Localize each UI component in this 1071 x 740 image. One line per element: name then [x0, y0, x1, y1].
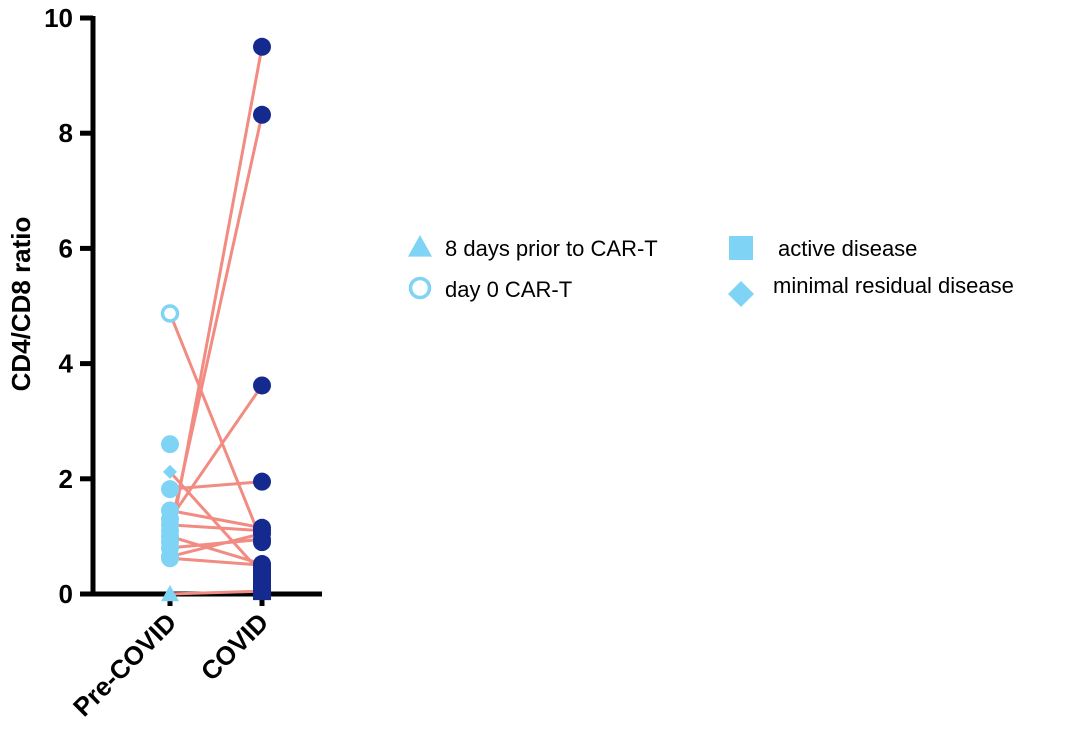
pre-covid-point	[161, 501, 179, 520]
y-tick-label: 4	[59, 349, 74, 379]
covid-point	[253, 556, 271, 575]
pre-covid-point	[161, 515, 179, 534]
y-axis-label: CD4/CD8 ratio	[6, 217, 36, 392]
pair-line	[168, 470, 264, 575]
covid-point	[253, 376, 271, 395]
x-axis: Pre-COVID COVID	[67, 591, 322, 722]
y-tick-label: 10	[44, 3, 73, 33]
pair-line	[169, 537, 263, 550]
legend-label: active disease	[778, 236, 917, 261]
covid-point	[253, 472, 271, 491]
pre-covid-point	[160, 304, 180, 323]
x-tick-label: COVID	[195, 607, 274, 686]
legend-diamond-icon	[728, 281, 754, 307]
pair-line	[168, 384, 264, 520]
y-tick-label: 8	[59, 118, 73, 148]
covid-point	[253, 521, 271, 540]
legend-label: day 0 CAR-T	[445, 277, 572, 302]
legend-label: minimal residual disease	[773, 273, 1014, 298]
pair-line	[169, 509, 263, 530]
pre-covid-point	[161, 585, 179, 602]
pre-covid-point	[161, 435, 179, 454]
y-axis: 0 2 4 6 8 10	[44, 3, 96, 609]
pair-line	[169, 556, 263, 567]
covid-point	[253, 582, 271, 601]
legend: 8 days prior to CAR-T day 0 CAR-T active d…	[408, 235, 1014, 307]
x-tick-label: Pre-COVID	[67, 607, 182, 722]
legend-triangle-icon	[408, 235, 432, 257]
legend-item: day 0 CAR-T	[408, 276, 572, 302]
y-tick-label: 0	[59, 579, 73, 609]
legend-item: active disease	[729, 236, 917, 261]
pair-line	[169, 589, 263, 596]
pair-line	[169, 534, 263, 566]
pair-line	[168, 114, 264, 531]
legend-item: minimal residual disease	[728, 273, 1014, 307]
covid-point	[253, 105, 271, 124]
data-points	[160, 37, 271, 602]
legend-circle-open-icon	[408, 276, 432, 300]
covid-point	[253, 37, 271, 56]
pre-covid-point	[161, 538, 179, 557]
legend-square-icon	[729, 236, 753, 260]
pre-covid-point	[163, 464, 177, 479]
y-tick-label: 2	[59, 464, 73, 494]
y-tick-label: 6	[59, 233, 73, 263]
pair-line	[168, 312, 264, 543]
pair-lines	[168, 46, 264, 596]
pair-line	[169, 523, 263, 533]
legend-label: 8 days prior to CAR-T	[445, 236, 658, 261]
pre-covid-point	[161, 480, 179, 499]
legend-item: 8 days prior to CAR-T	[408, 235, 658, 261]
